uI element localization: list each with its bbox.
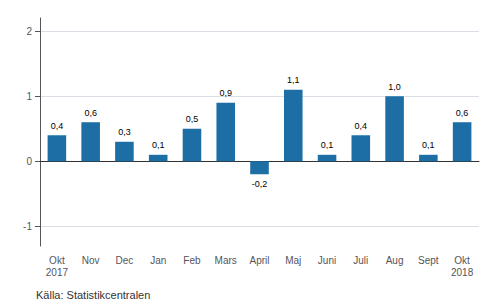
- svg-text:Källa: Statistikcentralen: Källa: Statistikcentralen: [36, 289, 150, 301]
- svg-text:-0,2: -0,2: [252, 179, 268, 189]
- svg-text:Juni: Juni: [318, 255, 336, 266]
- svg-text:0,3: 0,3: [118, 127, 131, 137]
- svg-text:-1: -1: [23, 221, 32, 232]
- svg-text:0,1: 0,1: [321, 140, 334, 150]
- svg-text:Sept: Sept: [418, 255, 439, 266]
- svg-text:2018: 2018: [451, 267, 474, 278]
- svg-text:0,6: 0,6: [456, 108, 469, 118]
- svg-text:1,1: 1,1: [287, 75, 300, 85]
- svg-text:Jan: Jan: [150, 255, 166, 266]
- svg-text:0,1: 0,1: [152, 140, 165, 150]
- svg-text:Mars: Mars: [215, 255, 237, 266]
- svg-text:1,0: 1,0: [388, 82, 401, 92]
- svg-text:Juli: Juli: [353, 255, 368, 266]
- svg-text:1: 1: [26, 91, 32, 102]
- svg-text:Aug: Aug: [386, 255, 404, 266]
- svg-text:2017: 2017: [46, 267, 69, 278]
- svg-text:Feb: Feb: [183, 255, 201, 266]
- svg-text:Dec: Dec: [116, 255, 134, 266]
- svg-text:0,5: 0,5: [186, 114, 199, 124]
- svg-text:0: 0: [26, 156, 32, 167]
- svg-text:0,6: 0,6: [84, 108, 97, 118]
- svg-text:0,4: 0,4: [355, 121, 368, 131]
- svg-text:0,9: 0,9: [219, 88, 232, 98]
- svg-text:0,1: 0,1: [422, 140, 435, 150]
- svg-text:0,4: 0,4: [51, 121, 64, 131]
- svg-text:2: 2: [26, 26, 32, 37]
- svg-text:Okt: Okt: [454, 255, 470, 266]
- svg-text:Maj: Maj: [285, 255, 301, 266]
- svg-text:Nov: Nov: [82, 255, 100, 266]
- svg-text:April: April: [249, 255, 269, 266]
- svg-text:Okt: Okt: [49, 255, 65, 266]
